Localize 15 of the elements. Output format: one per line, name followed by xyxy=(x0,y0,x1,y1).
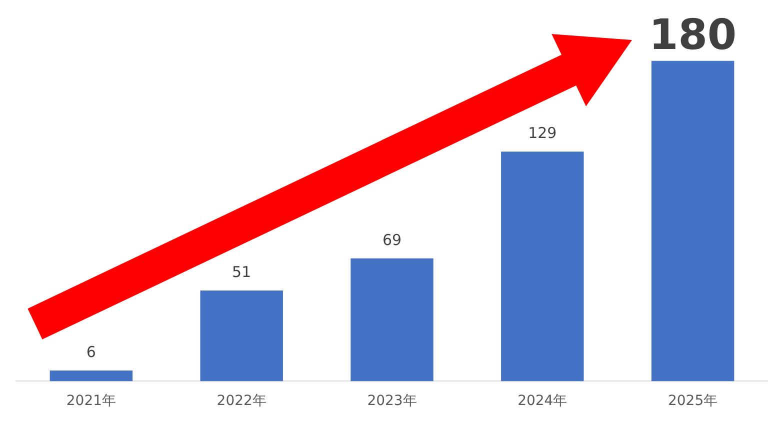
x-tick-label: 2025年 xyxy=(668,393,718,410)
data-label: 6 xyxy=(86,342,96,361)
bar xyxy=(350,258,434,382)
bar xyxy=(50,370,133,382)
bar xyxy=(651,60,734,382)
x-tick-label: 2022年 xyxy=(216,393,266,410)
x-tick-label: 2023年 xyxy=(367,393,417,410)
data-label: 129 xyxy=(528,124,557,142)
x-tick-label: 2024年 xyxy=(518,393,568,410)
data-label: 51 xyxy=(232,262,252,281)
bar xyxy=(501,152,584,382)
data-label: 69 xyxy=(382,230,402,249)
data-label: 180 xyxy=(648,10,737,59)
bar xyxy=(200,290,283,382)
x-tick-label: 2021年 xyxy=(66,393,116,410)
